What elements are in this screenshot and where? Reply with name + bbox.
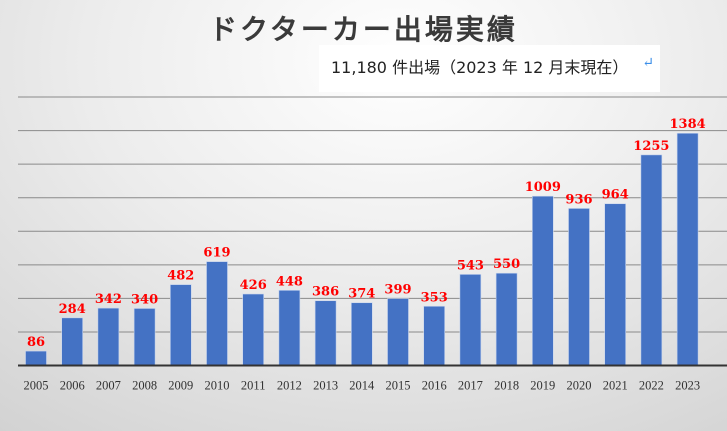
bar-2023 — [676, 132, 699, 366]
x-tick-label-2021: 2021 — [603, 379, 628, 393]
data-label-2007: 342 — [95, 292, 122, 307]
data-label-2011: 426 — [240, 278, 267, 293]
data-label-2018: 550 — [493, 257, 520, 272]
bar-2006 — [61, 317, 84, 366]
bar-2009 — [170, 284, 192, 366]
bar-2010 — [206, 261, 228, 366]
bar-2012 — [278, 290, 301, 366]
data-label-2017: 543 — [457, 258, 484, 273]
bar-2021 — [604, 203, 627, 366]
x-tick-label-2020: 2020 — [567, 379, 592, 393]
data-label-2019: 1009 — [525, 180, 561, 195]
x-tick-label-2022: 2022 — [639, 379, 664, 393]
x-tick-label-2010: 2010 — [205, 379, 230, 393]
x-tick-label-2013: 2013 — [313, 379, 338, 393]
x-tick-label-2006: 2006 — [60, 379, 85, 393]
bar-2014 — [350, 302, 373, 366]
x-tick-label-2009: 2009 — [168, 379, 193, 393]
data-label-2006: 284 — [59, 302, 86, 317]
x-tick-label-2014: 2014 — [349, 379, 375, 393]
data-label-2015: 399 — [384, 283, 411, 298]
bar-2013 — [314, 300, 337, 366]
bar-2015 — [387, 298, 409, 366]
x-tick-label-2011: 2011 — [241, 379, 266, 393]
bar-2007 — [97, 307, 120, 366]
bar-2008 — [133, 308, 156, 366]
bar-2019 — [531, 195, 554, 366]
bar-2005 — [25, 350, 47, 366]
data-label-2008: 340 — [131, 292, 158, 307]
data-label-2005: 86 — [27, 335, 45, 350]
data-label-2016: 353 — [421, 290, 448, 305]
chart-subtitle: 11,180 件出場（2023 年 12 月末現在） — [331, 58, 629, 77]
bar-2022 — [640, 154, 663, 366]
bar-2020 — [568, 208, 590, 366]
bar-2018 — [495, 272, 518, 366]
x-tick-label-2008: 2008 — [132, 379, 157, 393]
data-label-2021: 964 — [602, 188, 629, 203]
data-label-2020: 936 — [565, 192, 592, 207]
chart-title: ドクターカー出場実績 — [209, 13, 518, 46]
data-label-2009: 482 — [167, 269, 194, 284]
x-tick-label-2023: 2023 — [675, 379, 700, 393]
x-tick-label-2017: 2017 — [458, 379, 483, 393]
x-tick-label-2019: 2019 — [530, 379, 555, 393]
bar-2016 — [423, 305, 446, 366]
bar-2017 — [459, 274, 482, 366]
x-tick-label-2005: 2005 — [24, 379, 49, 393]
x-tick-label-2007: 2007 — [96, 379, 121, 393]
data-label-2023: 1384 — [670, 117, 706, 132]
data-label-2014: 374 — [348, 287, 375, 302]
x-tick-label-2018: 2018 — [494, 379, 519, 393]
data-label-2010: 619 — [203, 246, 230, 261]
return-mark-icon: ↵ — [642, 55, 654, 71]
subtitle-box: 11,180 件出場（2023 年 12 月末現在） ↵ — [319, 45, 660, 92]
x-tick-label-2015: 2015 — [386, 379, 411, 393]
data-label-2012: 448 — [276, 274, 303, 289]
data-label-2022: 1255 — [633, 139, 669, 154]
data-label-2013: 386 — [312, 285, 339, 300]
bar-2011 — [242, 293, 264, 366]
x-tick-label-2012: 2012 — [277, 379, 302, 393]
x-tick-label-2016: 2016 — [422, 379, 447, 393]
